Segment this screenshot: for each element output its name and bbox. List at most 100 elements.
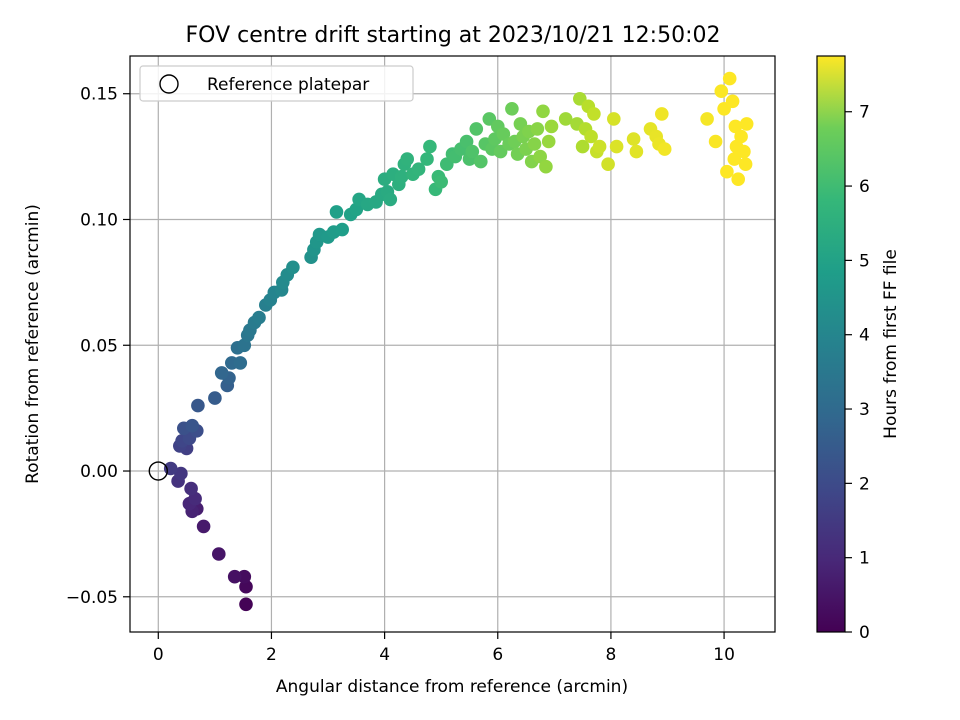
data-point bbox=[728, 119, 743, 134]
data-point bbox=[465, 144, 480, 159]
y-tick-label: 0.10 bbox=[80, 210, 118, 230]
data-point bbox=[505, 102, 519, 116]
data-point bbox=[400, 152, 415, 166]
data-point bbox=[738, 157, 753, 171]
data-point bbox=[607, 112, 621, 126]
colorbar-tick-label: 0 bbox=[859, 623, 870, 643]
data-point bbox=[558, 112, 573, 126]
colorbar-tick-label: 2 bbox=[859, 474, 870, 494]
data-point bbox=[434, 175, 449, 189]
y-tick-label: 0.00 bbox=[80, 462, 118, 482]
x-tick-label: 4 bbox=[379, 645, 390, 665]
data-point bbox=[609, 139, 624, 154]
data-point bbox=[530, 122, 545, 136]
x-tick-label: 0 bbox=[153, 645, 164, 665]
grid bbox=[130, 56, 775, 632]
y-tick-label: 0.05 bbox=[80, 336, 118, 356]
data-point bbox=[731, 172, 745, 186]
data-point bbox=[174, 466, 188, 481]
data-point bbox=[739, 117, 754, 131]
colorbar-ticks: 0 1 2 3 4 5 6 7 bbox=[845, 103, 870, 643]
data-point bbox=[657, 142, 672, 156]
data-point bbox=[239, 597, 253, 612]
data-point bbox=[587, 107, 601, 121]
legend: Reference platepar bbox=[139, 65, 414, 102]
data-point bbox=[383, 192, 398, 207]
data-point bbox=[335, 222, 350, 237]
data-point bbox=[725, 94, 740, 109]
data-point bbox=[459, 134, 474, 149]
data-point bbox=[227, 569, 242, 584]
data-point bbox=[655, 107, 669, 121]
data-point bbox=[191, 398, 205, 413]
data-point bbox=[474, 154, 488, 169]
colorbar-tick-label: 4 bbox=[859, 326, 870, 346]
data-point bbox=[237, 569, 252, 584]
data-point bbox=[239, 579, 253, 594]
y-tick-label: 0.15 bbox=[80, 85, 118, 105]
data-point bbox=[329, 205, 344, 219]
data-point bbox=[214, 366, 229, 380]
data-point bbox=[575, 139, 590, 154]
colorbar-tick-label: 6 bbox=[859, 177, 870, 197]
x-axis-label: Angular distance from reference (arcmin) bbox=[276, 677, 628, 697]
colorbar-tick-label: 1 bbox=[859, 549, 870, 569]
data-point bbox=[536, 104, 550, 119]
data-point bbox=[527, 137, 542, 151]
y-tick-label: −0.05 bbox=[66, 588, 118, 608]
data-point bbox=[420, 152, 434, 166]
data-point bbox=[208, 391, 222, 405]
x-tick-label: 8 bbox=[606, 645, 617, 665]
data-point bbox=[184, 481, 198, 496]
data-point bbox=[394, 169, 409, 184]
plot-frame bbox=[129, 55, 776, 633]
data-point bbox=[212, 547, 226, 561]
colorbar-gradient bbox=[816, 55, 846, 633]
y-axis-ticks: −0.05 0.00 0.05 0.10 0.15 bbox=[66, 85, 130, 608]
data-point bbox=[734, 129, 748, 144]
data-point bbox=[533, 149, 547, 164]
colorbar-tick-label: 7 bbox=[859, 103, 870, 123]
colorbar: 0 1 2 3 4 5 6 7 Hours from first FF file bbox=[816, 55, 901, 643]
y-axis-label: Rotation from reference (arcmin) bbox=[23, 204, 43, 484]
data-point bbox=[469, 122, 484, 136]
data-point bbox=[626, 132, 641, 146]
data-point bbox=[423, 139, 437, 154]
colorbar-tick-label: 3 bbox=[859, 400, 870, 420]
data-point bbox=[185, 418, 199, 433]
legend-marker-icon bbox=[159, 74, 179, 94]
x-axis-ticks: 0 2 4 6 8 10 bbox=[153, 632, 735, 665]
x-tick-label: 10 bbox=[713, 645, 735, 665]
data-point bbox=[411, 162, 426, 176]
data-point bbox=[252, 310, 266, 325]
data-point bbox=[196, 519, 211, 534]
colorbar-label: Hours from first FF file bbox=[881, 249, 901, 439]
data-point bbox=[233, 356, 248, 370]
data-point bbox=[727, 152, 742, 166]
data-point bbox=[496, 127, 511, 141]
data-point bbox=[163, 461, 178, 476]
data-point bbox=[601, 157, 615, 171]
x-tick-label: 6 bbox=[492, 645, 503, 665]
data-point bbox=[541, 134, 556, 149]
reference-point-marker bbox=[148, 461, 168, 481]
data-point bbox=[737, 144, 751, 159]
data-point bbox=[544, 119, 559, 134]
data-point bbox=[708, 134, 723, 149]
data-point bbox=[700, 112, 714, 126]
data-point bbox=[592, 139, 607, 154]
data-points bbox=[163, 71, 754, 612]
data-point bbox=[714, 84, 729, 98]
data-point bbox=[286, 260, 300, 275]
legend-box bbox=[139, 65, 414, 102]
data-point bbox=[720, 164, 734, 179]
data-point bbox=[722, 71, 737, 86]
colorbar-tick-label: 5 bbox=[859, 251, 870, 271]
legend-label: Reference platepar bbox=[207, 75, 369, 95]
chart-title: FOV centre drift starting at 2023/10/21 … bbox=[186, 23, 721, 48]
data-point bbox=[629, 144, 644, 159]
data-point bbox=[539, 159, 553, 174]
x-tick-label: 2 bbox=[266, 645, 277, 665]
data-point bbox=[584, 129, 598, 144]
